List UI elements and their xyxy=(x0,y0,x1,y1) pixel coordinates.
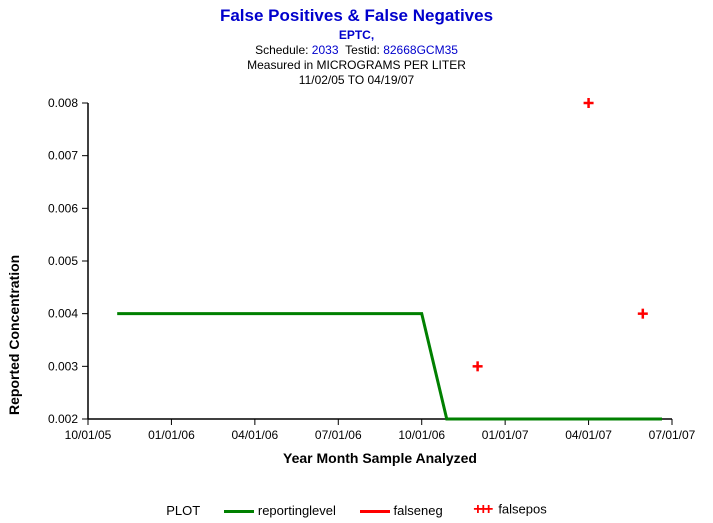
legend-text-falseneg: falseneg xyxy=(394,503,443,518)
main-title: False Positives & False Negatives xyxy=(0,6,713,26)
svg-text:0.003: 0.003 xyxy=(48,359,78,373)
legend: PLOT reportinglevel falseneg +++falsepos xyxy=(0,501,713,519)
legend-text-falsepos: falsepos xyxy=(498,501,546,516)
svg-text:0.004: 0.004 xyxy=(48,307,78,321)
legend-label: PLOT xyxy=(166,503,200,518)
chart-svg: 0.002 0.003 0.004 0.005 0.006 0.007 0.008 10/01… xyxy=(0,95,713,475)
legend-text-reportinglevel: reportinglevel xyxy=(258,503,336,518)
legend-swatch-falsepos: +++ xyxy=(466,501,496,519)
legend-swatch-reportinglevel xyxy=(224,510,254,513)
svg-text:07/01/06: 07/01/06 xyxy=(315,428,362,442)
chart-area: 0.002 0.003 0.004 0.005 0.006 0.007 0.008 10/01… xyxy=(0,95,713,475)
legend-item-reportinglevel: reportinglevel xyxy=(224,503,336,518)
chart-container: False Positives & False Negatives EPTC, … xyxy=(0,0,713,523)
daterange-line: 11/02/05 TO 04/19/07 xyxy=(0,73,713,87)
svg-text:10/01/05: 10/01/05 xyxy=(65,428,112,442)
svg-text:0.008: 0.008 xyxy=(48,96,78,110)
svg-text:0.007: 0.007 xyxy=(48,149,78,163)
units-line: Measured in MICROGRAMS PER LITER xyxy=(0,58,713,72)
svg-text:0.005: 0.005 xyxy=(48,254,78,268)
testid-label: Testid: xyxy=(345,43,380,57)
svg-text:10/01/06: 10/01/06 xyxy=(398,428,445,442)
legend-item-falseneg: falseneg xyxy=(360,503,443,518)
y-axis-title: Reported Concentration xyxy=(6,255,22,415)
svg-text:Year Month Sample Analyzed: Year Month Sample Analyzed xyxy=(283,450,477,466)
schedule-value: 2033 xyxy=(312,43,339,57)
legend-swatch-falseneg xyxy=(360,510,390,513)
svg-text:04/01/06: 04/01/06 xyxy=(231,428,278,442)
compound-subtitle: EPTC, xyxy=(0,28,713,42)
schedule-line: Schedule: 2033 Testid: 82668GCM35 xyxy=(0,43,713,57)
svg-text:01/01/06: 01/01/06 xyxy=(148,428,195,442)
svg-text:07/01/07: 07/01/07 xyxy=(649,428,696,442)
svg-text:01/01/07: 01/01/07 xyxy=(482,428,529,442)
svg-text:0.002: 0.002 xyxy=(48,412,78,426)
legend-item-falsepos: +++falsepos xyxy=(466,501,546,519)
schedule-label: Schedule: xyxy=(255,43,308,57)
svg-text:04/01/07: 04/01/07 xyxy=(565,428,612,442)
svg-text:0.006: 0.006 xyxy=(48,201,78,215)
title-block: False Positives & False Negatives EPTC, … xyxy=(0,0,713,87)
testid-value: 82668GCM35 xyxy=(383,43,458,57)
